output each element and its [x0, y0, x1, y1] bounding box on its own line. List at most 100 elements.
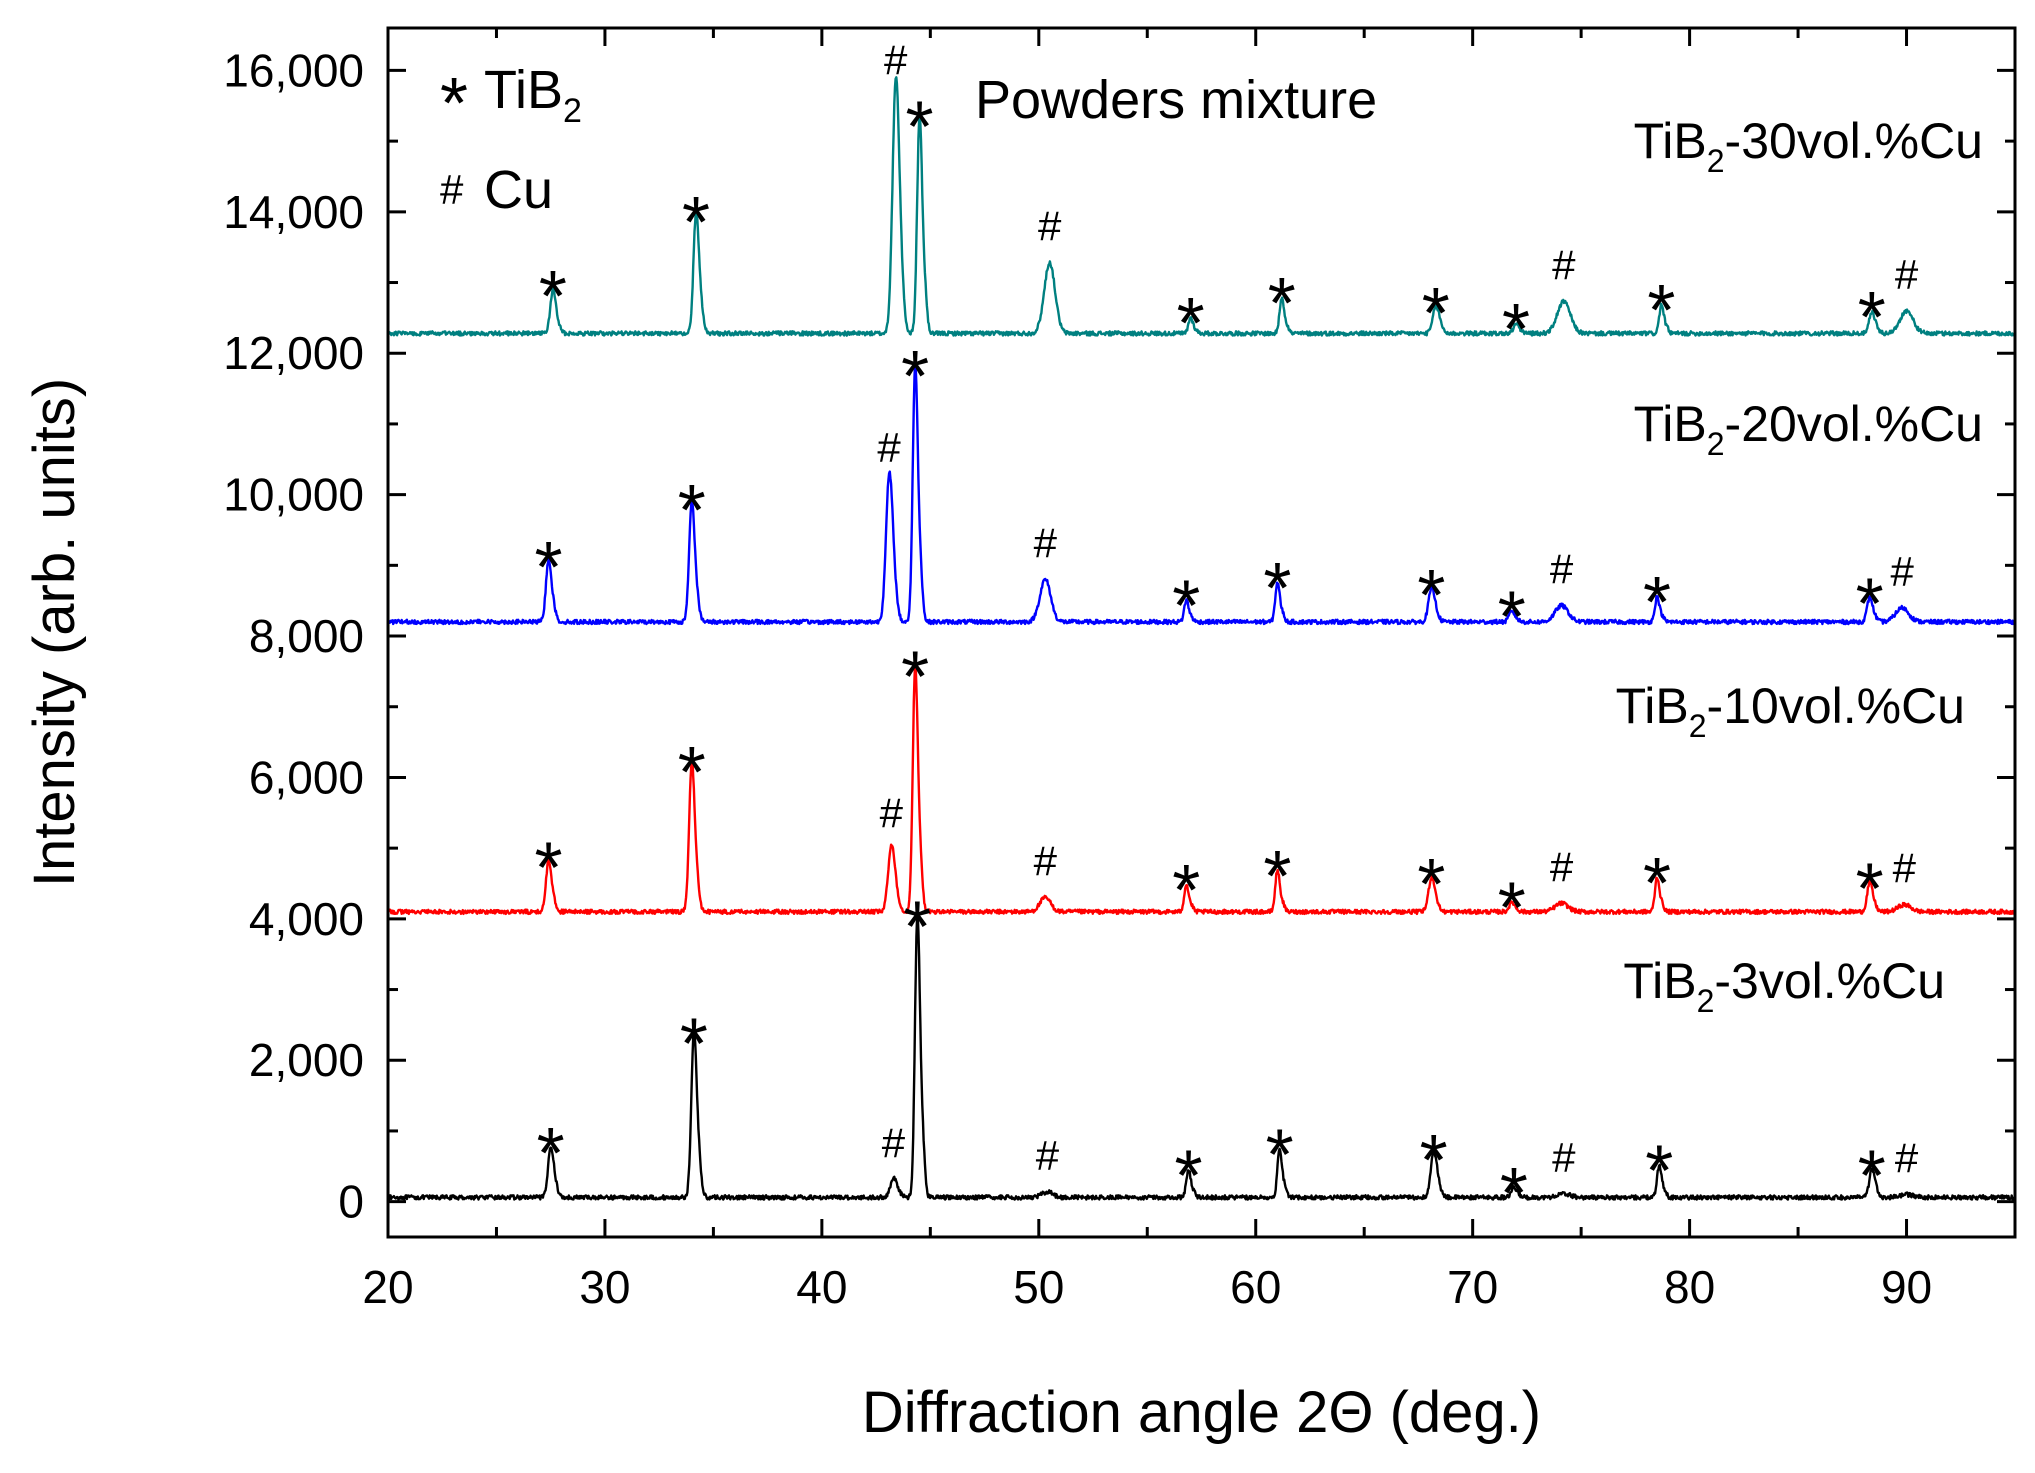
tib2-peak-marker: * [1498, 577, 1526, 657]
series-label-rest: -30vol.%Cu [1725, 113, 1983, 169]
cu-peak-marker: # [884, 37, 908, 84]
y-tick-label: 4,000 [249, 893, 364, 945]
tib2-peak-marker: * [1174, 1137, 1202, 1217]
legend-star-symbol: * [440, 64, 468, 144]
series-label-2: TiB2-20vol.%Cu [1634, 396, 1983, 462]
cu-peak-marker: # [1891, 548, 1915, 595]
tib2-peak-marker: * [1647, 271, 1675, 351]
x-axis-title: Diffraction angle 2Θ (deg.) [862, 1380, 1541, 1445]
series-label-main: TiB [1616, 678, 1689, 734]
legend-hash-symbol: # [440, 166, 464, 213]
tib2-peak-marker: * [1177, 284, 1205, 364]
cu-peak-marker: # [1034, 519, 1058, 566]
cu-peak-marker: # [882, 1120, 906, 1167]
x-tick-label: 70 [1447, 1261, 1498, 1313]
x-tick-label: 60 [1230, 1261, 1281, 1313]
series-label-subscript: 2 [1697, 983, 1715, 1019]
legend-label-tib2: TiB2 [484, 60, 582, 130]
x-tick-label: 40 [796, 1261, 847, 1313]
legend-label-cu: Cu [484, 160, 553, 220]
series-label-subscript: 2 [1689, 708, 1707, 744]
x-axis-ticks: 20 30 40 50 60 70 80 90 [362, 28, 2017, 1313]
series-labels-group: TiB2-3vol.%CuTiB2-10vol.%CuTiB2-20vol.%C… [1616, 113, 1983, 1019]
series-line-1 [386, 661, 2017, 916]
y-tick-label: 2,000 [249, 1034, 364, 1086]
tib2-peak-marker: * [1502, 290, 1530, 370]
series-label-subscript: 2 [1707, 426, 1725, 462]
tib2-peak-marker: * [1417, 556, 1445, 636]
series-label-main: TiB [1623, 953, 1696, 1009]
series-line-3 [386, 76, 2017, 337]
tib2-peak-marker: * [535, 528, 563, 608]
tib2-peak-marker: * [535, 828, 563, 908]
x-tick-label: 50 [1013, 1261, 1064, 1313]
series-label-main: TiB [1634, 113, 1707, 169]
tib2-peak-marker: * [1856, 565, 1884, 645]
tib2-peak-marker: * [1645, 1132, 1673, 1212]
tib2-peak-marker: * [1263, 549, 1291, 629]
tib2-peak-marker: * [678, 471, 706, 551]
series-label-rest: -10vol.%Cu [1707, 678, 1965, 734]
cu-peak-marker: # [877, 424, 901, 471]
y-axis-title: Intensity (arb. units) [22, 378, 87, 887]
tib2-peak-marker: * [1172, 567, 1200, 647]
x-tick-label: 90 [1881, 1261, 1932, 1313]
annotation-powders-mixture: Powders mixture [975, 70, 1377, 130]
cu-peak-marker: # [1552, 1134, 1576, 1181]
series-label-main: TiB [1634, 396, 1707, 452]
y-tick-label: 12,000 [223, 327, 364, 379]
tib2-peak-marker: * [901, 337, 929, 417]
tib2-peak-marker: * [1422, 274, 1450, 354]
series-label-rest: -3vol.%Cu [1714, 953, 1945, 1009]
tib2-peak-marker: * [1266, 1115, 1294, 1195]
cu-peak-marker: # [1552, 242, 1576, 289]
cu-peak-marker: # [1036, 1132, 1060, 1179]
y-tick-label: 10,000 [223, 469, 364, 521]
tib2-peak-marker: * [1420, 1121, 1448, 1201]
peak-markers-group: **#*# * * * * # * * #**#*# * * * *# * * #**#*#* * * *# * * #*… [535, 37, 1919, 1235]
tib2-peak-marker: * [1858, 278, 1886, 358]
legend-label-subscript: 2 [563, 92, 582, 130]
x-tick-label: 20 [362, 1261, 413, 1313]
tib2-peak-marker: * [1858, 1137, 1886, 1217]
cu-peak-marker: # [1895, 1135, 1919, 1182]
cu-peak-marker: # [880, 790, 904, 837]
series-label-1: TiB2-10vol.%Cu [1616, 678, 1965, 744]
series-line-2 [387, 361, 2016, 626]
y-tick-label: 0 [338, 1176, 364, 1228]
tib2-peak-marker: * [903, 888, 931, 968]
legend: * TiB2 # Cu [440, 60, 582, 220]
cu-peak-marker: # [1034, 838, 1058, 885]
plot-frame [386, 26, 2017, 1239]
tib2-peak-marker: * [1643, 844, 1671, 924]
series-line-0 [387, 915, 2016, 1201]
cu-peak-marker: # [1550, 843, 1574, 890]
legend-label-tib: TiB [484, 60, 563, 120]
tib2-peak-marker: * [905, 87, 933, 167]
x-tick-label: 80 [1664, 1261, 1715, 1313]
series-group [386, 76, 2017, 1201]
tib2-peak-marker: * [537, 1114, 565, 1194]
tib2-peak-marker: * [678, 733, 706, 813]
tib2-peak-marker: * [539, 257, 567, 337]
y-tick-label: 6,000 [249, 751, 364, 803]
series-label-subscript: 2 [1707, 143, 1725, 179]
series-label-3: TiB2-30vol.%Cu [1634, 113, 1983, 179]
series-label-0: TiB2-3vol.%Cu [1623, 953, 1945, 1019]
tib2-peak-marker: * [680, 1004, 708, 1084]
y-axis-ticks: 0 2,000 4,000 6,000 8,000 10,000 12,000 14,000 1… [223, 44, 2015, 1228]
series-label-rest: -20vol.%Cu [1725, 396, 1983, 452]
cu-peak-marker: # [1550, 546, 1574, 593]
tib2-peak-marker: * [901, 637, 929, 717]
tib2-peak-marker: * [1500, 1154, 1528, 1234]
y-tick-label: 14,000 [223, 186, 364, 238]
tib2-peak-marker: * [1856, 849, 1884, 929]
tib2-peak-marker: * [1172, 851, 1200, 931]
tib2-peak-marker: * [682, 183, 710, 263]
cu-peak-marker: # [1893, 845, 1917, 892]
y-tick-label: 16,000 [223, 44, 364, 96]
cu-peak-marker: # [1038, 203, 1062, 250]
y-tick-label: 8,000 [249, 610, 364, 662]
